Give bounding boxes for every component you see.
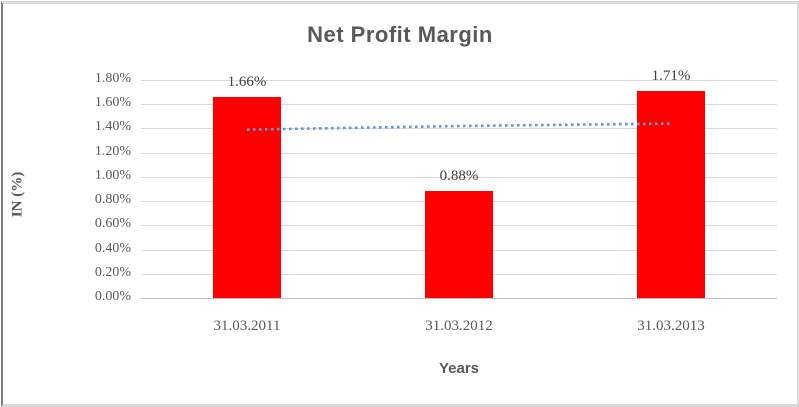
- gridline: [141, 152, 777, 154]
- gridline: [141, 128, 777, 130]
- gridline: [141, 104, 777, 106]
- trendline: [246, 122, 672, 131]
- y-tick-label: 1.80%: [94, 71, 131, 86]
- y-tick-label: 1.60%: [94, 95, 131, 111]
- y-tick-label: 0.40%: [94, 240, 131, 256]
- bar: [425, 191, 493, 298]
- y-tick-label: 1.00%: [94, 167, 131, 183]
- y-tick-label: 0.60%: [94, 216, 131, 232]
- x-axis-title: Years: [438, 360, 480, 377]
- bar: [637, 90, 705, 298]
- y-tick-label: 0.20%: [94, 264, 131, 280]
- y-tick-label: 1.20%: [94, 143, 131, 159]
- y-tick-label: 0.80%: [94, 192, 131, 208]
- x-tick-label: 31.03.2013: [637, 318, 705, 334]
- bar-value-label: 0.88%: [439, 168, 479, 185]
- chart-title: Net Profit Margin: [307, 22, 493, 47]
- gridline: [141, 80, 777, 81]
- y-tick-label: 1.40%: [94, 119, 131, 135]
- bar: [213, 96, 281, 298]
- bar-value-label: 1.71%: [651, 67, 691, 84]
- x-tick-label: 31.03.2011: [213, 318, 281, 334]
- gridline: [141, 176, 777, 178]
- y-axis-title: IN (%): [9, 171, 26, 218]
- bar-value-label: 1.66%: [227, 73, 267, 90]
- plot-area: [141, 80, 777, 299]
- y-tick-label: 0.00%: [94, 289, 131, 304]
- x-tick-label: 31.03.2012: [425, 318, 493, 334]
